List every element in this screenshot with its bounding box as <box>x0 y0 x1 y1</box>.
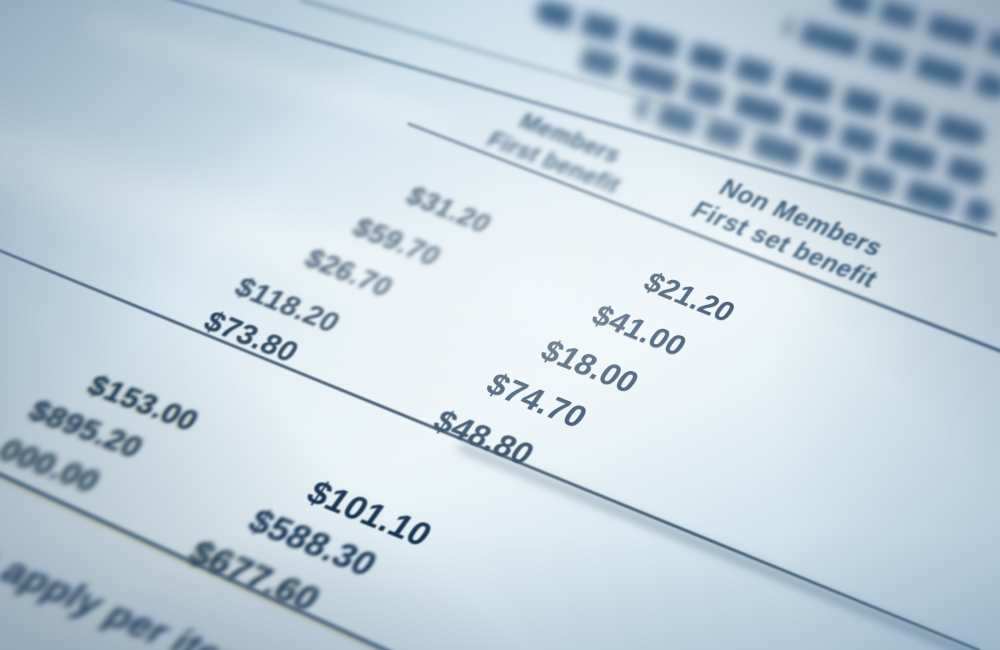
price-members-g1-r1: $31.20 <box>400 181 498 239</box>
paper-sheen-streak <box>84 14 456 138</box>
